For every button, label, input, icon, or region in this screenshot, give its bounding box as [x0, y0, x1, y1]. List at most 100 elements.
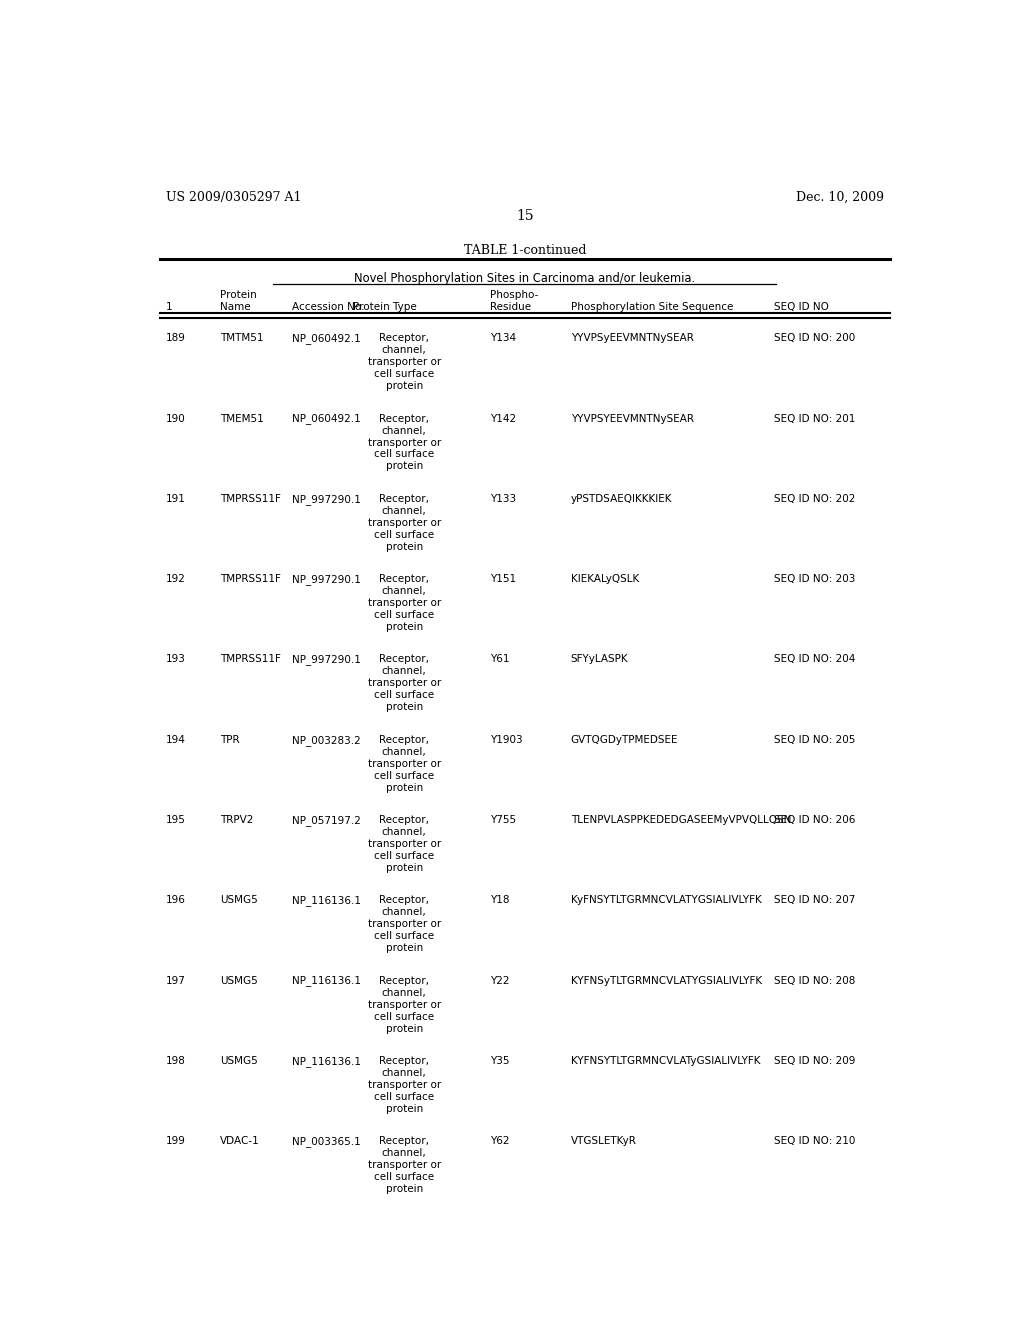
- Text: protein: protein: [386, 622, 423, 632]
- Text: NP_997290.1: NP_997290.1: [292, 494, 361, 504]
- Text: cell surface: cell surface: [374, 1172, 434, 1183]
- Text: Receptor,: Receptor,: [379, 814, 429, 825]
- Text: SEQ ID NO: 200: SEQ ID NO: 200: [774, 333, 855, 343]
- Text: USMG5: USMG5: [220, 1056, 258, 1065]
- Text: Receptor,: Receptor,: [379, 975, 429, 986]
- Text: channel,: channel,: [382, 828, 427, 837]
- Text: SEQ ID NO: 207: SEQ ID NO: 207: [774, 895, 855, 906]
- Text: Receptor,: Receptor,: [379, 574, 429, 585]
- Text: transporter or: transporter or: [368, 759, 440, 768]
- Text: Y35: Y35: [489, 1056, 509, 1065]
- Text: SEQ ID NO: 208: SEQ ID NO: 208: [774, 975, 855, 986]
- Text: SEQ ID NO: 205: SEQ ID NO: 205: [774, 735, 855, 744]
- Text: NP_116136.1: NP_116136.1: [292, 1056, 361, 1067]
- Text: NP_116136.1: NP_116136.1: [292, 975, 361, 986]
- Text: protein: protein: [386, 863, 423, 873]
- Text: protein: protein: [386, 783, 423, 793]
- Text: TMPRSS11F: TMPRSS11F: [220, 494, 281, 504]
- Text: 195: 195: [166, 814, 186, 825]
- Text: Y62: Y62: [489, 1137, 509, 1146]
- Text: protein: protein: [386, 541, 423, 552]
- Text: 194: 194: [166, 735, 186, 744]
- Text: protein: protein: [386, 1184, 423, 1195]
- Text: cell surface: cell surface: [374, 450, 434, 459]
- Text: SEQ ID NO: 201: SEQ ID NO: 201: [774, 413, 855, 424]
- Text: YYVPSyEEVMNTNySEAR: YYVPSyEEVMNTNySEAR: [570, 333, 693, 343]
- Text: cell surface: cell surface: [374, 610, 434, 620]
- Text: NP_003283.2: NP_003283.2: [292, 735, 361, 746]
- Text: Receptor,: Receptor,: [379, 1137, 429, 1146]
- Text: transporter or: transporter or: [368, 840, 440, 849]
- Text: SEQ ID NO: 209: SEQ ID NO: 209: [774, 1056, 855, 1065]
- Text: Name: Name: [220, 302, 251, 312]
- Text: Receptor,: Receptor,: [379, 494, 429, 504]
- Text: 193: 193: [166, 655, 186, 664]
- Text: transporter or: transporter or: [368, 358, 440, 367]
- Text: channel,: channel,: [382, 1148, 427, 1158]
- Text: SEQ ID NO: 202: SEQ ID NO: 202: [774, 494, 855, 504]
- Text: NP_116136.1: NP_116136.1: [292, 895, 361, 907]
- Text: NP_057197.2: NP_057197.2: [292, 814, 361, 826]
- Text: USMG5: USMG5: [220, 975, 258, 986]
- Text: cell surface: cell surface: [374, 529, 434, 540]
- Text: Y1903: Y1903: [489, 735, 522, 744]
- Text: SEQ ID NO: 210: SEQ ID NO: 210: [774, 1137, 855, 1146]
- Text: 192: 192: [166, 574, 186, 585]
- Text: channel,: channel,: [382, 667, 427, 676]
- Text: transporter or: transporter or: [368, 437, 440, 447]
- Text: Y61: Y61: [489, 655, 509, 664]
- Text: transporter or: transporter or: [368, 1080, 440, 1090]
- Text: cell surface: cell surface: [374, 690, 434, 701]
- Text: Dec. 10, 2009: Dec. 10, 2009: [796, 191, 884, 203]
- Text: SEQ ID NO: 206: SEQ ID NO: 206: [774, 814, 855, 825]
- Text: KyFNSYTLTGRMNCVLATYGSIALIVLYFK: KyFNSYTLTGRMNCVLATYGSIALIVLYFK: [570, 895, 762, 906]
- Text: SEQ ID NO: 203: SEQ ID NO: 203: [774, 574, 855, 585]
- Text: cell surface: cell surface: [374, 851, 434, 861]
- Text: KYFNSYTLTGRMNCVLATyGSIALIVLYFK: KYFNSYTLTGRMNCVLATyGSIALIVLYFK: [570, 1056, 761, 1065]
- Text: SFYyLASPK: SFYyLASPK: [570, 655, 629, 664]
- Text: transporter or: transporter or: [368, 598, 440, 609]
- Text: transporter or: transporter or: [368, 1160, 440, 1170]
- Text: TABLE 1-continued: TABLE 1-continued: [464, 244, 586, 257]
- Text: US 2009/0305297 A1: US 2009/0305297 A1: [166, 191, 302, 203]
- Text: Y18: Y18: [489, 895, 509, 906]
- Text: protein: protein: [386, 1023, 423, 1034]
- Text: TMEM51: TMEM51: [220, 413, 264, 424]
- Text: Protein: Protein: [220, 289, 257, 300]
- Text: Receptor,: Receptor,: [379, 735, 429, 744]
- Text: protein: protein: [386, 944, 423, 953]
- Text: transporter or: transporter or: [368, 517, 440, 528]
- Text: VDAC-1: VDAC-1: [220, 1137, 260, 1146]
- Text: Y142: Y142: [489, 413, 516, 424]
- Text: Accession No.: Accession No.: [292, 302, 365, 312]
- Text: Receptor,: Receptor,: [379, 333, 429, 343]
- Text: 189: 189: [166, 333, 186, 343]
- Text: Residue: Residue: [489, 302, 531, 312]
- Text: cell surface: cell surface: [374, 932, 434, 941]
- Text: Protein Type: Protein Type: [352, 302, 417, 312]
- Text: cell surface: cell surface: [374, 1092, 434, 1102]
- Text: Y22: Y22: [489, 975, 509, 986]
- Text: channel,: channel,: [382, 346, 427, 355]
- Text: YYVPSYEEVMNTNySEAR: YYVPSYEEVMNTNySEAR: [570, 413, 694, 424]
- Text: TMPRSS11F: TMPRSS11F: [220, 574, 281, 585]
- Text: channel,: channel,: [382, 586, 427, 597]
- Text: Receptor,: Receptor,: [379, 413, 429, 424]
- Text: Y133: Y133: [489, 494, 516, 504]
- Text: transporter or: transporter or: [368, 919, 440, 929]
- Text: GVTQGDyTPMEDSEE: GVTQGDyTPMEDSEE: [570, 735, 678, 744]
- Text: channel,: channel,: [382, 1068, 427, 1078]
- Text: NP_060492.1: NP_060492.1: [292, 413, 361, 425]
- Text: protein: protein: [386, 702, 423, 713]
- Text: Receptor,: Receptor,: [379, 1056, 429, 1065]
- Text: KIEKALyQSLK: KIEKALyQSLK: [570, 574, 639, 585]
- Text: 1: 1: [166, 302, 173, 312]
- Text: protein: protein: [386, 381, 423, 391]
- Text: TMPRSS11F: TMPRSS11F: [220, 655, 281, 664]
- Text: channel,: channel,: [382, 425, 427, 436]
- Text: 197: 197: [166, 975, 186, 986]
- Text: channel,: channel,: [382, 987, 427, 998]
- Text: TMTM51: TMTM51: [220, 333, 263, 343]
- Text: Phospho-: Phospho-: [489, 289, 539, 300]
- Text: SEQ ID NO: 204: SEQ ID NO: 204: [774, 655, 855, 664]
